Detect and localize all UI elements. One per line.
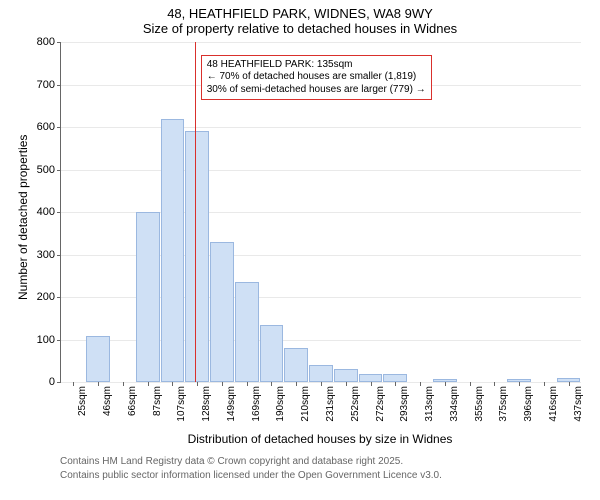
histogram-bar (86, 336, 110, 382)
histogram-bar (161, 119, 185, 382)
histogram-bar (210, 242, 234, 382)
x-tick-mark (73, 382, 74, 386)
histogram-bar (383, 374, 407, 382)
y-tick-mark (57, 212, 61, 213)
chart-title-line1: 48, HEATHFIELD PARK, WIDNES, WA8 9WY (0, 6, 600, 21)
histogram-bar (334, 369, 358, 382)
plot-area: 010020030040050060070080025sqm46sqm66sqm… (60, 42, 581, 383)
annotation-title: 48 HEATHFIELD PARK: 135sqm (207, 59, 426, 72)
footer-line2: Contains public sector information licen… (60, 470, 442, 481)
histogram-bar (235, 282, 259, 382)
y-tick-label: 500 (37, 164, 55, 176)
x-tick-mark (519, 382, 520, 386)
x-tick-mark (420, 382, 421, 386)
y-tick-mark (57, 297, 61, 298)
x-tick-label: 272sqm (375, 386, 386, 422)
annotation-box: 48 HEATHFIELD PARK: 135sqm← 70% of detac… (201, 55, 432, 101)
x-tick-label: 149sqm (226, 386, 237, 422)
x-tick-mark (148, 382, 149, 386)
x-tick-mark (222, 382, 223, 386)
histogram-bar (507, 379, 531, 382)
histogram-bar (309, 365, 333, 382)
histogram-bar (433, 379, 457, 382)
y-tick-label: 100 (37, 334, 55, 346)
x-tick-label: 437sqm (573, 386, 584, 422)
x-tick-label: 375sqm (498, 386, 509, 422)
y-tick-label: 200 (37, 291, 55, 303)
x-tick-label: 169sqm (251, 386, 262, 422)
x-tick-mark (247, 382, 248, 386)
x-tick-label: 25sqm (77, 386, 88, 416)
x-tick-mark (172, 382, 173, 386)
x-tick-label: 66sqm (127, 386, 138, 416)
gridline (61, 170, 581, 171)
x-tick-label: 190sqm (275, 386, 286, 422)
gridline (61, 127, 581, 128)
x-axis-label: Distribution of detached houses by size … (60, 432, 580, 446)
x-tick-label: 334sqm (449, 386, 460, 422)
histogram-bar (136, 212, 160, 382)
y-tick-mark (57, 42, 61, 43)
x-tick-label: 87sqm (152, 386, 163, 416)
x-tick-label: 355sqm (474, 386, 485, 422)
x-tick-mark (395, 382, 396, 386)
x-tick-mark (123, 382, 124, 386)
y-tick-mark (57, 255, 61, 256)
footer-line1: Contains HM Land Registry data © Crown c… (60, 456, 403, 467)
histogram-bar (260, 325, 284, 382)
x-tick-mark (371, 382, 372, 386)
marker-line (195, 42, 196, 382)
x-tick-label: 128sqm (201, 386, 212, 422)
x-tick-label: 231sqm (325, 386, 336, 422)
x-tick-label: 46sqm (102, 386, 113, 416)
y-tick-mark (57, 85, 61, 86)
x-tick-mark (569, 382, 570, 386)
y-tick-mark (57, 127, 61, 128)
annotation-line: ← 70% of detached houses are smaller (1,… (207, 71, 426, 84)
y-tick-label: 400 (37, 206, 55, 218)
y-axis-label: Number of detached properties (16, 135, 30, 300)
x-tick-label: 107sqm (176, 386, 187, 422)
y-tick-mark (57, 340, 61, 341)
histogram-bar (185, 131, 209, 382)
y-tick-label: 300 (37, 249, 55, 261)
y-tick-mark (57, 170, 61, 171)
x-tick-mark (296, 382, 297, 386)
x-tick-mark (494, 382, 495, 386)
y-tick-label: 0 (49, 376, 55, 388)
x-tick-mark (197, 382, 198, 386)
x-tick-mark (544, 382, 545, 386)
x-tick-mark (346, 382, 347, 386)
y-tick-label: 800 (37, 36, 55, 48)
histogram-bar (359, 374, 383, 383)
x-tick-mark (98, 382, 99, 386)
x-tick-mark (271, 382, 272, 386)
x-tick-label: 313sqm (424, 386, 435, 422)
x-tick-mark (321, 382, 322, 386)
x-tick-label: 252sqm (350, 386, 361, 422)
y-tick-mark (57, 382, 61, 383)
x-tick-label: 293sqm (399, 386, 410, 422)
x-tick-mark (470, 382, 471, 386)
x-tick-label: 210sqm (300, 386, 311, 422)
x-tick-label: 396sqm (523, 386, 534, 422)
chart-title-line2: Size of property relative to detached ho… (0, 21, 600, 36)
chart-container: 48, HEATHFIELD PARK, WIDNES, WA8 9WY Siz… (0, 0, 600, 500)
y-tick-label: 600 (37, 121, 55, 133)
histogram-bar (284, 348, 308, 382)
y-tick-label: 700 (37, 79, 55, 91)
x-tick-label: 416sqm (548, 386, 559, 422)
x-tick-mark (445, 382, 446, 386)
histogram-bar (557, 378, 581, 382)
gridline (61, 42, 581, 43)
annotation-line: 30% of semi-detached houses are larger (… (207, 84, 426, 97)
